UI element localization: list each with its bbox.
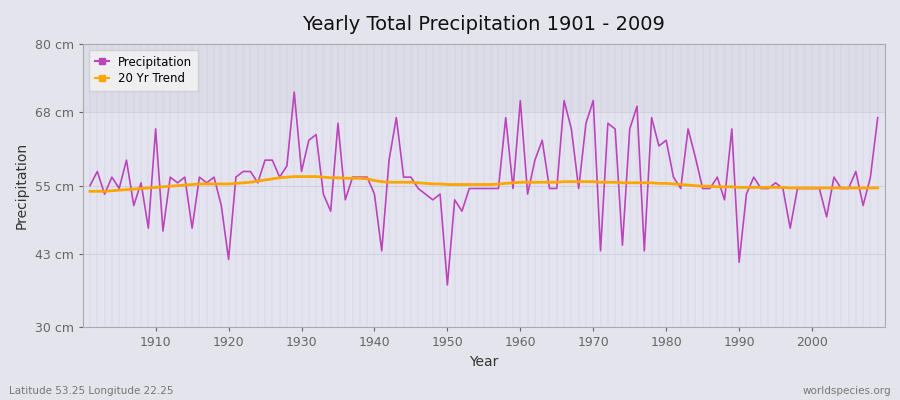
X-axis label: Year: Year	[469, 355, 499, 369]
Bar	[83, 44, 885, 112]
Text: worldspecies.org: worldspecies.org	[803, 386, 891, 396]
Y-axis label: Precipitation: Precipitation	[15, 142, 29, 229]
Text: Latitude 53.25 Longitude 22.25: Latitude 53.25 Longitude 22.25	[9, 386, 174, 396]
Title: Yearly Total Precipitation 1901 - 2009: Yearly Total Precipitation 1901 - 2009	[302, 15, 665, 34]
Legend: Precipitation, 20 Yr Trend: Precipitation, 20 Yr Trend	[88, 50, 198, 91]
